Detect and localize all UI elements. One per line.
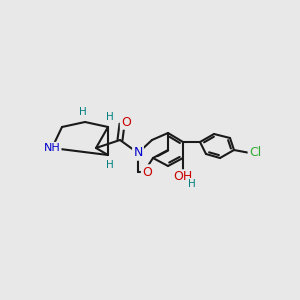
- Text: N: N: [133, 146, 143, 160]
- Text: H: H: [106, 112, 114, 122]
- Text: OH: OH: [173, 170, 193, 184]
- Text: H: H: [106, 160, 114, 170]
- Text: H: H: [79, 107, 87, 117]
- Text: H: H: [188, 179, 196, 189]
- Text: O: O: [121, 116, 131, 128]
- Text: Cl: Cl: [249, 146, 261, 160]
- Text: NH: NH: [44, 143, 60, 153]
- Text: O: O: [142, 166, 152, 178]
